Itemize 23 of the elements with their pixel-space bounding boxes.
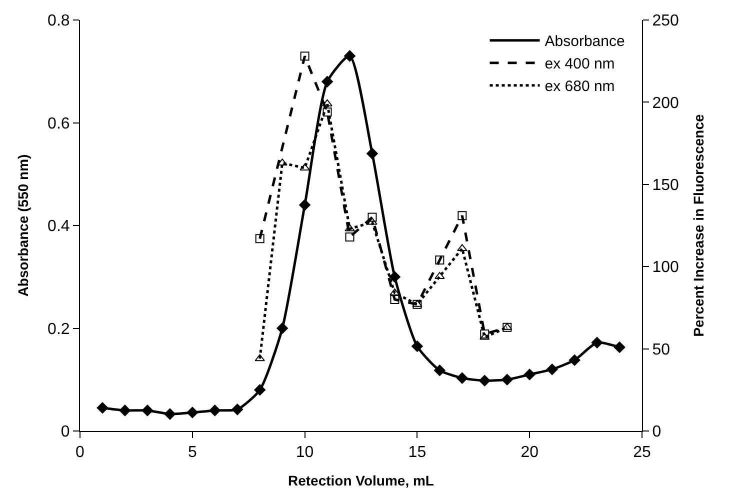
legend-label: Absorbance: [544, 33, 625, 50]
x-axis-title: Retection Volume, mL: [288, 472, 434, 488]
y-tick-label: 0.6: [48, 115, 70, 132]
y2-tick-label: 150: [652, 177, 679, 194]
x-tick-label: 25: [633, 444, 651, 462]
y-tick-label: 0: [60, 424, 70, 441]
y-axis-title: Absorbance (550 nm): [15, 154, 32, 297]
y-tick-label: 0.4: [48, 218, 70, 236]
x-tick-label: 5: [188, 444, 197, 462]
x-tick-label: 20: [520, 444, 539, 462]
y-tick-label: 0.2: [48, 320, 70, 338]
y-tick-label: 0.8: [48, 12, 70, 30]
legend-label: ex 680 nm: [544, 78, 615, 96]
x-tick-label: 0: [76, 444, 85, 462]
y2-tick-label: 250: [652, 12, 679, 30]
y2-tick-label: 100: [652, 259, 679, 276]
x-tick-label: 10: [296, 444, 314, 462]
legend-label: ex 400 nm: [544, 56, 615, 73]
y2-tick-label: 200: [652, 94, 679, 112]
y2-tick-label: 0: [652, 424, 662, 441]
y2-tick-label: 50: [652, 341, 670, 358]
x-tick-label: 15: [408, 444, 426, 462]
y2-axis-title: Percent Increase in Fluorescence: [690, 114, 706, 337]
